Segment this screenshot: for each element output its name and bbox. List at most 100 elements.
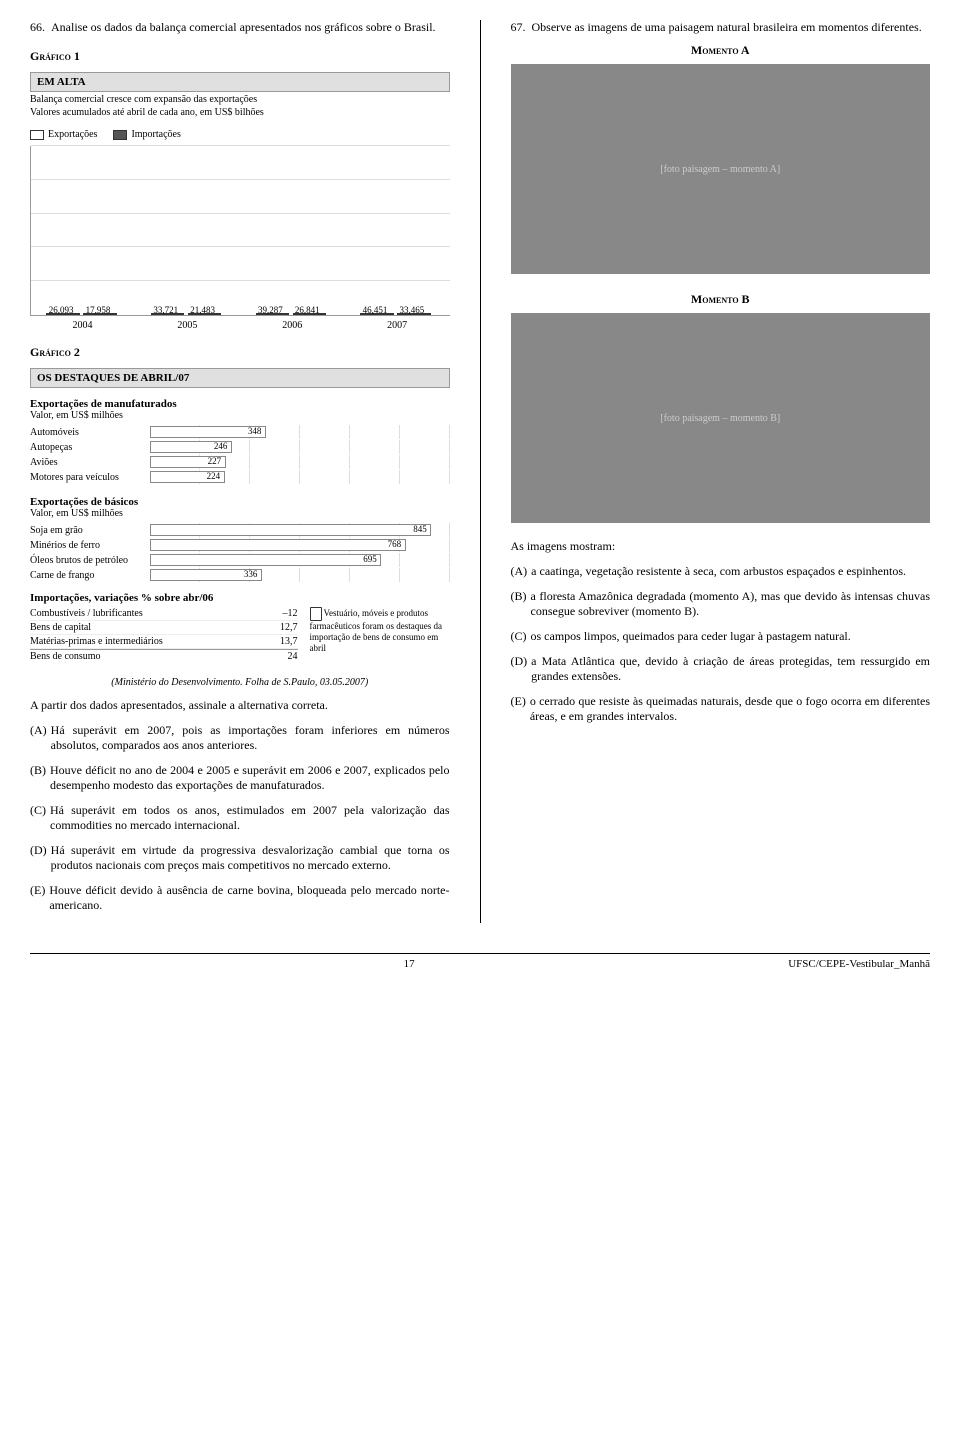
hbar-label: Minérios de ferro [30, 540, 150, 551]
alt-text: a floresta Amazônica degradada (momento … [531, 589, 931, 619]
alternative: (C)Há superávit em todos os anos, estimu… [30, 803, 450, 833]
import-row: Matérias-primas e intermediários 13,7 [30, 635, 298, 649]
bar-imp-label: 26,841 [287, 305, 327, 315]
hbar-track: 845 [150, 523, 450, 537]
alt-tag: (C) [30, 803, 46, 833]
import-label: Bens de capital [30, 622, 91, 633]
bar-exp-label: 33,721 [146, 305, 186, 315]
chart1-legend: Exportações Importações [30, 129, 450, 140]
imports-title: Importações, variações % sobre abr/06 [30, 592, 450, 604]
imports-note: Vestuário, móveis e produtos farmacêutic… [310, 607, 450, 663]
chart1-canvas: 26,09317,95833,72121,48339,28726,84146,4… [30, 146, 450, 316]
import-label: Matérias-primas e intermediários [30, 636, 163, 647]
grafico2-label: Gráfico 2 [30, 345, 450, 360]
basicos-note: Valor, em US$ milhões [30, 508, 450, 519]
manuf-rows: Automóveis348Autopeças246 Aviões 227 Motore… [30, 425, 450, 484]
alternative: (A)a caatinga, vegetação resistente à se… [511, 564, 931, 579]
hbar-row: Motores para veículos 224 [30, 470, 450, 484]
hbar-value: 224 [207, 471, 221, 481]
hbar-label: Óleos brutos de petróleo [30, 555, 150, 566]
alt-tag: (A) [30, 723, 47, 753]
alt-text: Houve déficit no ano de 2004 e 2005 e su… [50, 763, 450, 793]
year-label: 2007 [345, 320, 450, 331]
hbar-fill [150, 524, 431, 536]
page-number: 17 [404, 958, 415, 970]
hbar-row: Minérios de ferro 768 [30, 538, 450, 552]
import-row: Bens de consumo24 [30, 649, 298, 663]
import-label: Combustíveis / lubrificantes [30, 608, 143, 619]
year-label: 2005 [135, 320, 240, 331]
hbar-value: 768 [388, 539, 402, 549]
hbar-track: 348 [150, 425, 450, 439]
bar-imp-label: 33,465 [392, 305, 432, 315]
alternative: (C) os campos limpos, queimados para cede… [511, 629, 931, 644]
hbar-label: Aviões [30, 457, 150, 468]
q66-text: Analise os dados da balança comercial ap… [51, 20, 436, 35]
hbar-row: Carne de frango 336 [30, 568, 450, 582]
chart1-sub2: Valores acumulados até abril de cada ano… [30, 107, 264, 118]
hbar-track: 768 [150, 538, 450, 552]
page-footer: 17 UFSC/CEPE-Vestibular_Manhã [30, 953, 930, 970]
alt-tag: (C) [511, 629, 527, 644]
document-icon [310, 607, 322, 621]
alternative: (E)Houve déficit devido à ausência de ca… [30, 883, 450, 913]
alternative: (E)o cerrado que resiste às queimadas na… [511, 694, 931, 724]
alt-text: os campos limpos, queimados para ceder l… [531, 629, 851, 644]
imports-rows: Combustíveis / lubrificantes –12 Bens de c… [30, 607, 298, 663]
alt-text: Há superávit em 2007, pois as importaçõe… [51, 723, 450, 753]
right-column: 67. Observe as imagens de uma paisagem n… [511, 20, 931, 923]
import-value: 13,7 [280, 636, 298, 647]
basicos-rows: Soja em grão845Minérios de ferro768Óleos… [30, 523, 450, 582]
chart1-years: 2004200520062007 [30, 318, 450, 331]
alternative: (B)a floresta Amazônica degradada (momen… [511, 589, 931, 619]
alternative: (D)a Mata Atlântica que, devido à criaçã… [511, 654, 931, 684]
alt-text: a Mata Atlântica que, devido à criação d… [531, 654, 930, 684]
bar-imp-label: 17,958 [78, 305, 118, 315]
chart1-subtitle: Balança comercial cresce com expansão da… [30, 92, 450, 125]
hbar-fill [150, 539, 406, 551]
import-value: –12 [283, 608, 298, 619]
alt-tag: (B) [30, 763, 46, 793]
hbar-row: Autopeças246 [30, 440, 450, 454]
hbar-label: Motores para veículos [30, 472, 150, 483]
alt-text: a caatinga, vegetação resistente à seca,… [531, 564, 906, 579]
chart1-sub1: Balança comercial cresce com expansão da… [30, 94, 257, 105]
q66-prompt: 66. Analise os dados da balança comercia… [30, 20, 450, 35]
import-row: Combustíveis / lubrificantes –12 [30, 607, 298, 621]
manuf-note: Valor, em US$ milhões [30, 410, 450, 421]
alt-text: Há superávit em todos os anos, estimulad… [50, 803, 450, 833]
year-label: 2004 [30, 320, 135, 331]
hbar-track: 227 [150, 455, 450, 469]
manuf-title: Exportações de manufaturados [30, 398, 450, 410]
hbar-track: 695 [150, 553, 450, 567]
alternative: (B)Houve déficit no ano de 2004 e 2005 e… [30, 763, 450, 793]
hbar-row: Aviões 227 [30, 455, 450, 469]
import-label: Bens de consumo [30, 651, 101, 662]
q67-number: 67. [511, 20, 526, 35]
q67-lead: As imagens mostram: [511, 539, 931, 554]
bar-imp-label: 21,483 [183, 305, 223, 315]
chart2-header: OS DESTAQUES DE ABRIL/07 [30, 368, 450, 388]
doc-id: UFSC/CEPE-Vestibular_Manhã [788, 958, 930, 970]
hbar-value: 695 [363, 554, 377, 564]
alternative: (A)Há superávit em 2007, pois as importa… [30, 723, 450, 753]
momento-a-label: Momento A [511, 43, 931, 58]
hbar-label: Carne de frango [30, 570, 150, 581]
swatch-exp [30, 130, 44, 140]
column-divider [480, 20, 481, 923]
alt-text: Houve déficit devido à ausência de carne… [49, 883, 449, 913]
hbar-value: 336 [244, 569, 258, 579]
q66-number: 66. [30, 20, 45, 35]
hbar-track: 336 [150, 568, 450, 582]
imports-block: Importações, variações % sobre abr/06 Co… [30, 592, 450, 663]
hbar-value: 227 [208, 456, 222, 466]
alt-text: o cerrado que resiste às queimadas natur… [530, 694, 930, 724]
import-row: Bens de capital12,7 [30, 621, 298, 635]
hbar-row: Óleos brutos de petróleo 695 [30, 553, 450, 567]
q67-alternatives: (A)a caatinga, vegetação resistente à se… [511, 564, 931, 724]
alt-tag: (A) [511, 564, 528, 579]
alternative: (D)Há superávit em virtude da progressiv… [30, 843, 450, 873]
hbar-label: Automóveis [30, 427, 150, 438]
momento-b-label: Momento B [511, 292, 931, 307]
bar-exp-label: 46,451 [355, 305, 395, 315]
